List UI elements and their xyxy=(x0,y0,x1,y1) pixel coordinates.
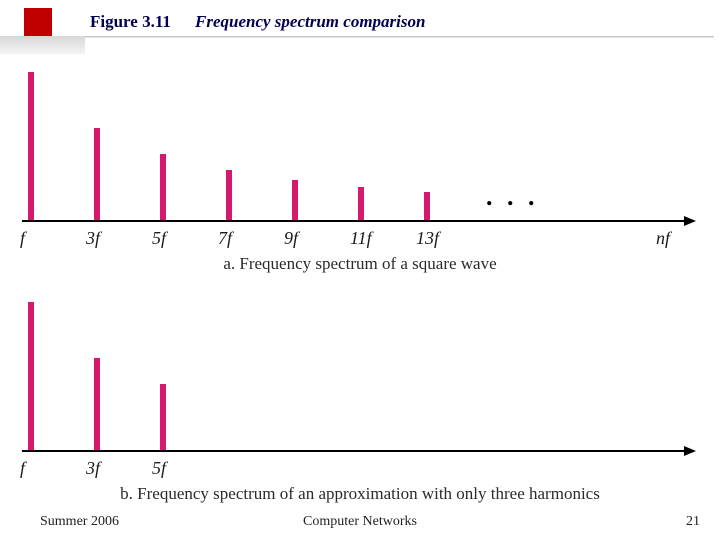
chart-caption: b. Frequency spectrum of an approximatio… xyxy=(18,484,702,504)
spectrum-spike xyxy=(94,358,100,450)
x-axis xyxy=(22,450,686,452)
x-tick-label: 3f xyxy=(86,228,100,249)
x-tick-label: f xyxy=(20,458,25,479)
x-axis-arrowhead-icon xyxy=(684,216,696,226)
x-tick-label: 5f xyxy=(152,228,166,249)
spectrum-spike xyxy=(160,154,166,220)
ellipsis-icon: . . . xyxy=(486,182,539,212)
chart-caption: a. Frequency spectrum of a square wave xyxy=(18,254,702,274)
x-axis-arrowhead-icon xyxy=(684,446,696,456)
spectrum-spike xyxy=(226,170,232,220)
figure-title: Frequency spectrum comparison xyxy=(195,12,425,32)
slide-header: Figure 3.11 Frequency spectrum compariso… xyxy=(0,6,720,48)
spectrum-spike xyxy=(160,384,166,450)
x-tick-label: 13f xyxy=(416,228,439,249)
figure-label: Figure 3.11 xyxy=(90,12,171,32)
header-underline xyxy=(85,36,714,38)
footer-right: 21 xyxy=(686,514,700,530)
chart-b: f3f5fb. Frequency spectrum of an approxi… xyxy=(18,300,702,490)
x-tick-label: 3f xyxy=(86,458,100,479)
x-tick-label: 7f xyxy=(218,228,232,249)
spectrum-spike xyxy=(28,302,34,450)
x-tick-label: 11f xyxy=(350,228,372,249)
x-tick-label: 5f xyxy=(152,458,166,479)
spectrum-spike xyxy=(358,187,364,220)
x-tick-label-right: nf xyxy=(656,228,670,249)
x-tick-label: 9f xyxy=(284,228,298,249)
x-axis xyxy=(22,220,686,222)
spectrum-spike xyxy=(28,72,34,220)
spectrum-spike xyxy=(94,128,100,220)
footer-center: Computer Networks xyxy=(0,514,720,530)
spectrum-spike xyxy=(424,192,430,220)
header-shadow-block xyxy=(0,36,85,54)
header-accent-square xyxy=(24,8,52,36)
chart-a: f3f5f7f9f11f13f. . .nfa. Frequency spect… xyxy=(18,70,702,260)
spectrum-spike xyxy=(292,180,298,220)
x-tick-label: f xyxy=(20,228,25,249)
